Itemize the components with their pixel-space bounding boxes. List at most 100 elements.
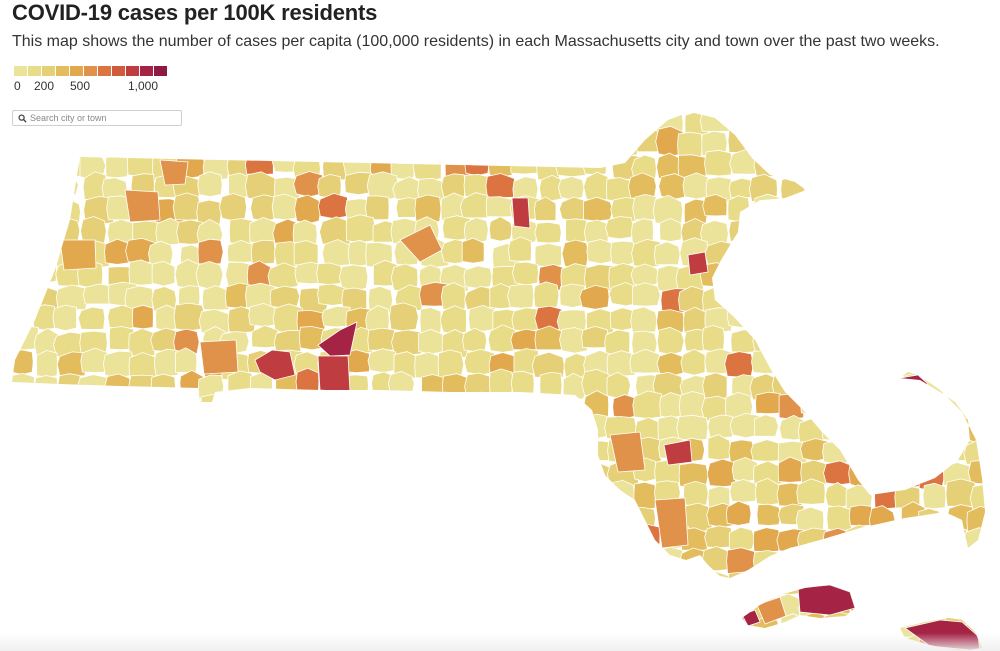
town-cell[interactable] bbox=[203, 435, 228, 465]
town-cell[interactable] bbox=[586, 545, 616, 572]
town-cell[interactable] bbox=[297, 133, 327, 158]
town-cell[interactable] bbox=[128, 374, 155, 401]
town-cell[interactable] bbox=[267, 262, 301, 289]
town-cell[interactable] bbox=[822, 440, 852, 465]
town-cell[interactable] bbox=[893, 347, 919, 378]
town-cell[interactable] bbox=[898, 458, 926, 488]
town-cell[interactable] bbox=[778, 393, 805, 420]
town-cell[interactable] bbox=[585, 480, 610, 509]
town-cell[interactable] bbox=[730, 236, 757, 263]
town-cell[interactable] bbox=[367, 327, 397, 351]
town-cell[interactable] bbox=[537, 480, 564, 509]
town-cell[interactable] bbox=[300, 440, 326, 469]
town-cell[interactable] bbox=[678, 391, 706, 419]
town-cell[interactable] bbox=[607, 528, 638, 552]
town-cell-high[interactable] bbox=[159, 159, 189, 186]
town-cell[interactable] bbox=[656, 351, 686, 377]
town-cell[interactable] bbox=[752, 550, 785, 574]
town-cell[interactable] bbox=[922, 174, 951, 200]
town-cell[interactable] bbox=[845, 108, 872, 131]
town-cell[interactable] bbox=[752, 193, 784, 221]
town-cell[interactable] bbox=[562, 372, 587, 400]
town-cell[interactable] bbox=[173, 395, 203, 425]
town-cell[interactable] bbox=[492, 523, 523, 552]
town-cell[interactable] bbox=[873, 260, 900, 285]
town-cell[interactable] bbox=[30, 237, 55, 264]
town-cell[interactable] bbox=[296, 395, 322, 423]
town-cell[interactable] bbox=[125, 616, 159, 642]
town-cell[interactable] bbox=[869, 394, 895, 424]
town-cell[interactable] bbox=[632, 282, 661, 307]
town-cell[interactable] bbox=[659, 218, 682, 242]
town-cell[interactable] bbox=[366, 567, 399, 594]
town-cell[interactable] bbox=[76, 412, 103, 438]
town-cell[interactable] bbox=[896, 217, 923, 244]
town-cell[interactable] bbox=[607, 129, 641, 158]
town-cell[interactable] bbox=[921, 283, 953, 306]
town-cell[interactable] bbox=[32, 482, 60, 511]
town-cell[interactable] bbox=[295, 367, 320, 395]
town-cell[interactable] bbox=[250, 458, 275, 486]
town-cell[interactable] bbox=[30, 459, 64, 487]
town-cell[interactable] bbox=[272, 457, 299, 486]
town-cell[interactable] bbox=[848, 263, 878, 294]
town-cell[interactable] bbox=[561, 503, 595, 531]
town-cell[interactable] bbox=[392, 502, 416, 529]
town-cell[interactable] bbox=[150, 373, 177, 401]
town-cell[interactable] bbox=[153, 569, 182, 594]
town-cell[interactable] bbox=[149, 482, 174, 510]
town-cell[interactable] bbox=[562, 548, 594, 573]
town-cell[interactable] bbox=[924, 240, 955, 264]
town-cell[interactable] bbox=[848, 175, 881, 199]
town-cell[interactable] bbox=[968, 171, 997, 196]
town-cell[interactable] bbox=[753, 566, 784, 595]
town-cell[interactable] bbox=[198, 129, 229, 158]
town-cell-high[interactable] bbox=[124, 189, 161, 223]
town-cell[interactable] bbox=[581, 150, 607, 176]
town-cell[interactable] bbox=[923, 305, 956, 331]
town-cell[interactable] bbox=[941, 570, 975, 596]
town-cell[interactable] bbox=[780, 176, 806, 202]
town-cell[interactable] bbox=[822, 149, 848, 176]
town-cell[interactable] bbox=[298, 591, 325, 620]
town-cell[interactable] bbox=[917, 546, 943, 574]
town-cell[interactable] bbox=[416, 462, 446, 489]
town-cell[interactable] bbox=[941, 150, 967, 176]
town-cell-high[interactable] bbox=[399, 224, 443, 263]
town-cell[interactable] bbox=[968, 197, 996, 222]
town-cell[interactable] bbox=[945, 194, 970, 218]
town-cell[interactable] bbox=[463, 480, 496, 507]
town-cell[interactable] bbox=[514, 459, 538, 489]
town-cell[interactable] bbox=[248, 106, 281, 130]
town-cell[interactable] bbox=[579, 284, 610, 310]
town-cell[interactable] bbox=[465, 460, 492, 489]
town-cell[interactable] bbox=[271, 193, 299, 221]
town-cell[interactable] bbox=[676, 632, 708, 651]
town-cell[interactable] bbox=[8, 173, 38, 202]
town-cell[interactable] bbox=[272, 616, 297, 642]
town-cell[interactable] bbox=[415, 392, 445, 420]
town-cell[interactable] bbox=[29, 397, 59, 422]
town-cell[interactable] bbox=[823, 195, 852, 222]
town-cell[interactable] bbox=[179, 528, 205, 551]
town-cell[interactable] bbox=[419, 567, 447, 592]
town-cell[interactable] bbox=[966, 282, 998, 309]
town-cell[interactable] bbox=[437, 571, 465, 597]
town-cell[interactable] bbox=[82, 546, 109, 574]
town-cell[interactable] bbox=[272, 130, 301, 158]
town-cell[interactable] bbox=[801, 258, 828, 287]
town-cell[interactable] bbox=[463, 265, 493, 289]
town-cell[interactable] bbox=[317, 566, 349, 595]
town-cell[interactable] bbox=[7, 523, 40, 550]
town-cell[interactable] bbox=[341, 478, 366, 506]
town-cell[interactable] bbox=[392, 417, 419, 440]
town-cell[interactable] bbox=[607, 593, 633, 619]
town-cell[interactable] bbox=[367, 348, 399, 374]
town-cell[interactable] bbox=[177, 634, 207, 651]
town-cell[interactable] bbox=[605, 547, 639, 573]
town-cell[interactable] bbox=[465, 439, 491, 464]
town-cell[interactable] bbox=[534, 524, 559, 552]
town-cell-high[interactable] bbox=[899, 374, 929, 396]
town-cell[interactable] bbox=[390, 549, 418, 579]
town-cell[interactable] bbox=[676, 414, 709, 442]
